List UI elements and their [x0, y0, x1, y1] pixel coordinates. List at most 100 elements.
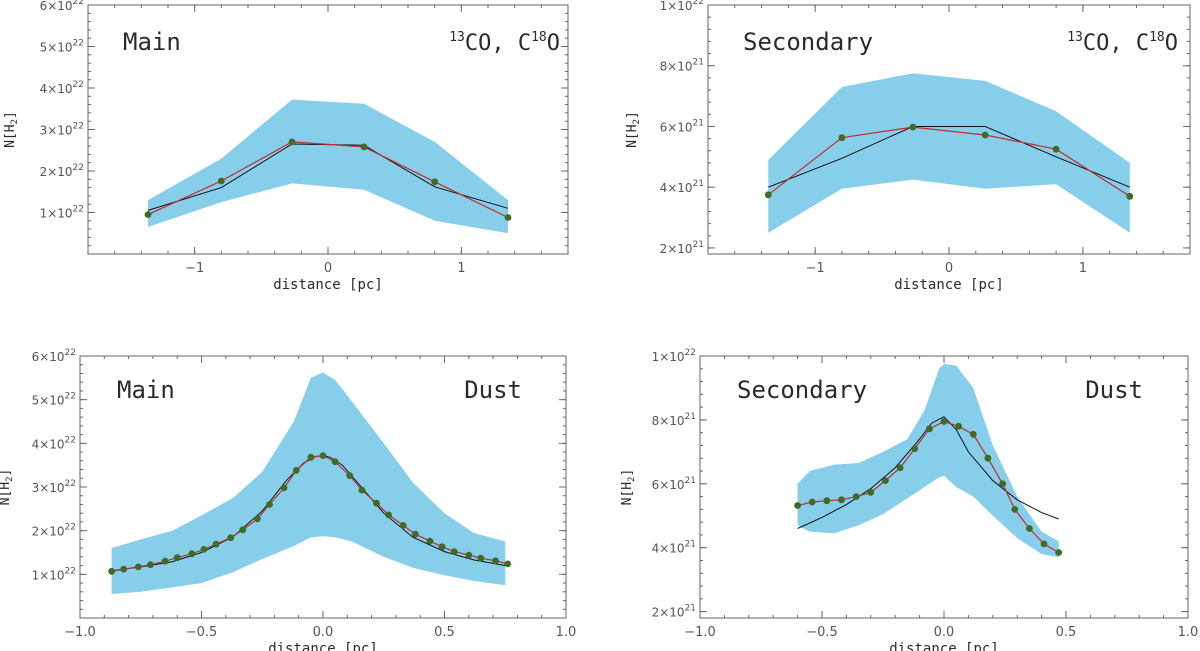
- text-part: 21: [685, 604, 696, 614]
- data-point: [450, 548, 458, 555]
- y-tick-label: 6×1021: [652, 476, 696, 492]
- text-part: O: [547, 31, 560, 56]
- panel-label-right: 13CO, C18O: [449, 30, 560, 56]
- data-point: [266, 501, 273, 508]
- panel-label-right: Dust: [1085, 376, 1143, 404]
- data-point: [1126, 192, 1134, 200]
- data-point: [764, 191, 772, 199]
- text-part: 1×10: [660, 0, 693, 13]
- x-tick-label: 0.5: [1056, 625, 1077, 640]
- data-point: [838, 496, 845, 504]
- data-point: [161, 557, 169, 565]
- text-part: 1: [1079, 261, 1087, 276]
- data-point: [134, 563, 142, 571]
- text-part: 22: [73, 163, 84, 173]
- data-point: [399, 522, 407, 529]
- data-point: [999, 480, 1006, 488]
- text-part: 22: [73, 205, 84, 215]
- y-tick-label: 2×1021: [652, 604, 696, 620]
- panel-p4: −1.0 −0.5 0.0 0.5 1.02×10214×10216×10218×102…: [620, 348, 1198, 651]
- text-part: 5×10: [32, 394, 65, 408]
- text-part: O: [1165, 31, 1178, 56]
- uncertainty-band: [148, 99, 508, 234]
- data-point: [212, 540, 220, 548]
- x-tick-label: −1.0: [64, 625, 96, 640]
- text-part: 4×10: [652, 542, 685, 556]
- text-part: −0.5: [806, 625, 838, 640]
- text-part: N[H: [625, 124, 640, 147]
- text-part: 6×10: [652, 478, 685, 492]
- text-part: 1×10: [40, 207, 73, 221]
- data-point: [280, 484, 288, 492]
- panel-label-left: Main: [123, 28, 181, 56]
- data-point: [909, 123, 917, 131]
- data-point: [823, 497, 831, 505]
- data-point: [852, 493, 860, 500]
- data-point: [239, 526, 247, 534]
- data-point: [504, 214, 512, 221]
- data-point: [896, 464, 904, 472]
- text-part: 6×10: [32, 350, 65, 364]
- text-part: distance [pc]: [268, 641, 378, 651]
- data-point: [331, 458, 339, 466]
- text-part: 2: [5, 476, 15, 481]
- text-part: 0: [324, 261, 332, 276]
- data-point: [144, 211, 152, 219]
- data-point: [504, 560, 512, 568]
- data-point: [438, 543, 446, 551]
- text-part: distance [pc]: [889, 641, 999, 651]
- text-part: 0.5: [434, 625, 455, 640]
- text-part: 2: [632, 119, 642, 124]
- x-axis-label: distance [pc]: [273, 277, 383, 293]
- y-tick-label: 2×1022: [40, 163, 84, 179]
- text-part: 22: [73, 80, 84, 90]
- text-part: 2×10: [660, 242, 693, 256]
- text-part: 21: [693, 240, 704, 250]
- y-axis-label: N[H2]: [625, 111, 642, 148]
- text-part: 21: [685, 412, 696, 422]
- x-tick-label: −1: [806, 261, 825, 276]
- y-tick-label: 1×1022: [32, 566, 76, 582]
- y-axis-label: N[H2]: [0, 469, 15, 506]
- text-part: 18: [531, 30, 547, 45]
- x-tick-label: 1: [1079, 261, 1087, 276]
- data-point: [360, 143, 368, 151]
- data-point: [227, 534, 235, 542]
- data-point: [969, 430, 977, 438]
- data-point: [465, 551, 473, 559]
- text-part: distance [pc]: [273, 277, 383, 293]
- y-tick-label: 1×1022: [652, 348, 696, 364]
- data-point: [867, 489, 875, 496]
- text-part: 1: [457, 261, 465, 276]
- y-tick-label: 8×1021: [652, 412, 696, 428]
- text-part: ]: [620, 469, 635, 477]
- y-tick-label: 5×1022: [32, 392, 76, 408]
- data-point: [319, 452, 327, 459]
- text-part: 0.5: [1056, 625, 1077, 640]
- x-tick-label: −0.5: [806, 625, 838, 640]
- text-part: 2×10: [32, 525, 65, 539]
- text-part: CO, C: [1083, 31, 1149, 56]
- text-part: 18: [1149, 30, 1165, 45]
- y-tick-label: 1×1022: [660, 0, 704, 13]
- data-point: [926, 425, 933, 433]
- text-part: 0.0: [313, 625, 334, 640]
- text-part: ]: [3, 111, 18, 119]
- text-part: 22: [65, 348, 76, 358]
- text-part: N[H: [3, 124, 18, 147]
- text-part: −1: [806, 261, 825, 276]
- data-point: [955, 422, 962, 430]
- panel-label-right: Dust: [464, 376, 522, 404]
- text-part: −0.5: [186, 625, 218, 640]
- text-part: 13: [449, 30, 465, 45]
- uncertainty-band: [111, 372, 506, 594]
- data-point: [477, 554, 485, 562]
- text-part: 8×10: [660, 60, 693, 74]
- x-tick-label: 0: [324, 261, 332, 276]
- text-part: 21: [685, 476, 696, 486]
- text-part: N[H: [0, 482, 13, 505]
- text-part: 22: [73, 0, 84, 7]
- text-part: 6×10: [660, 120, 693, 134]
- data-point: [911, 445, 919, 453]
- y-tick-label: 6×1021: [660, 118, 704, 134]
